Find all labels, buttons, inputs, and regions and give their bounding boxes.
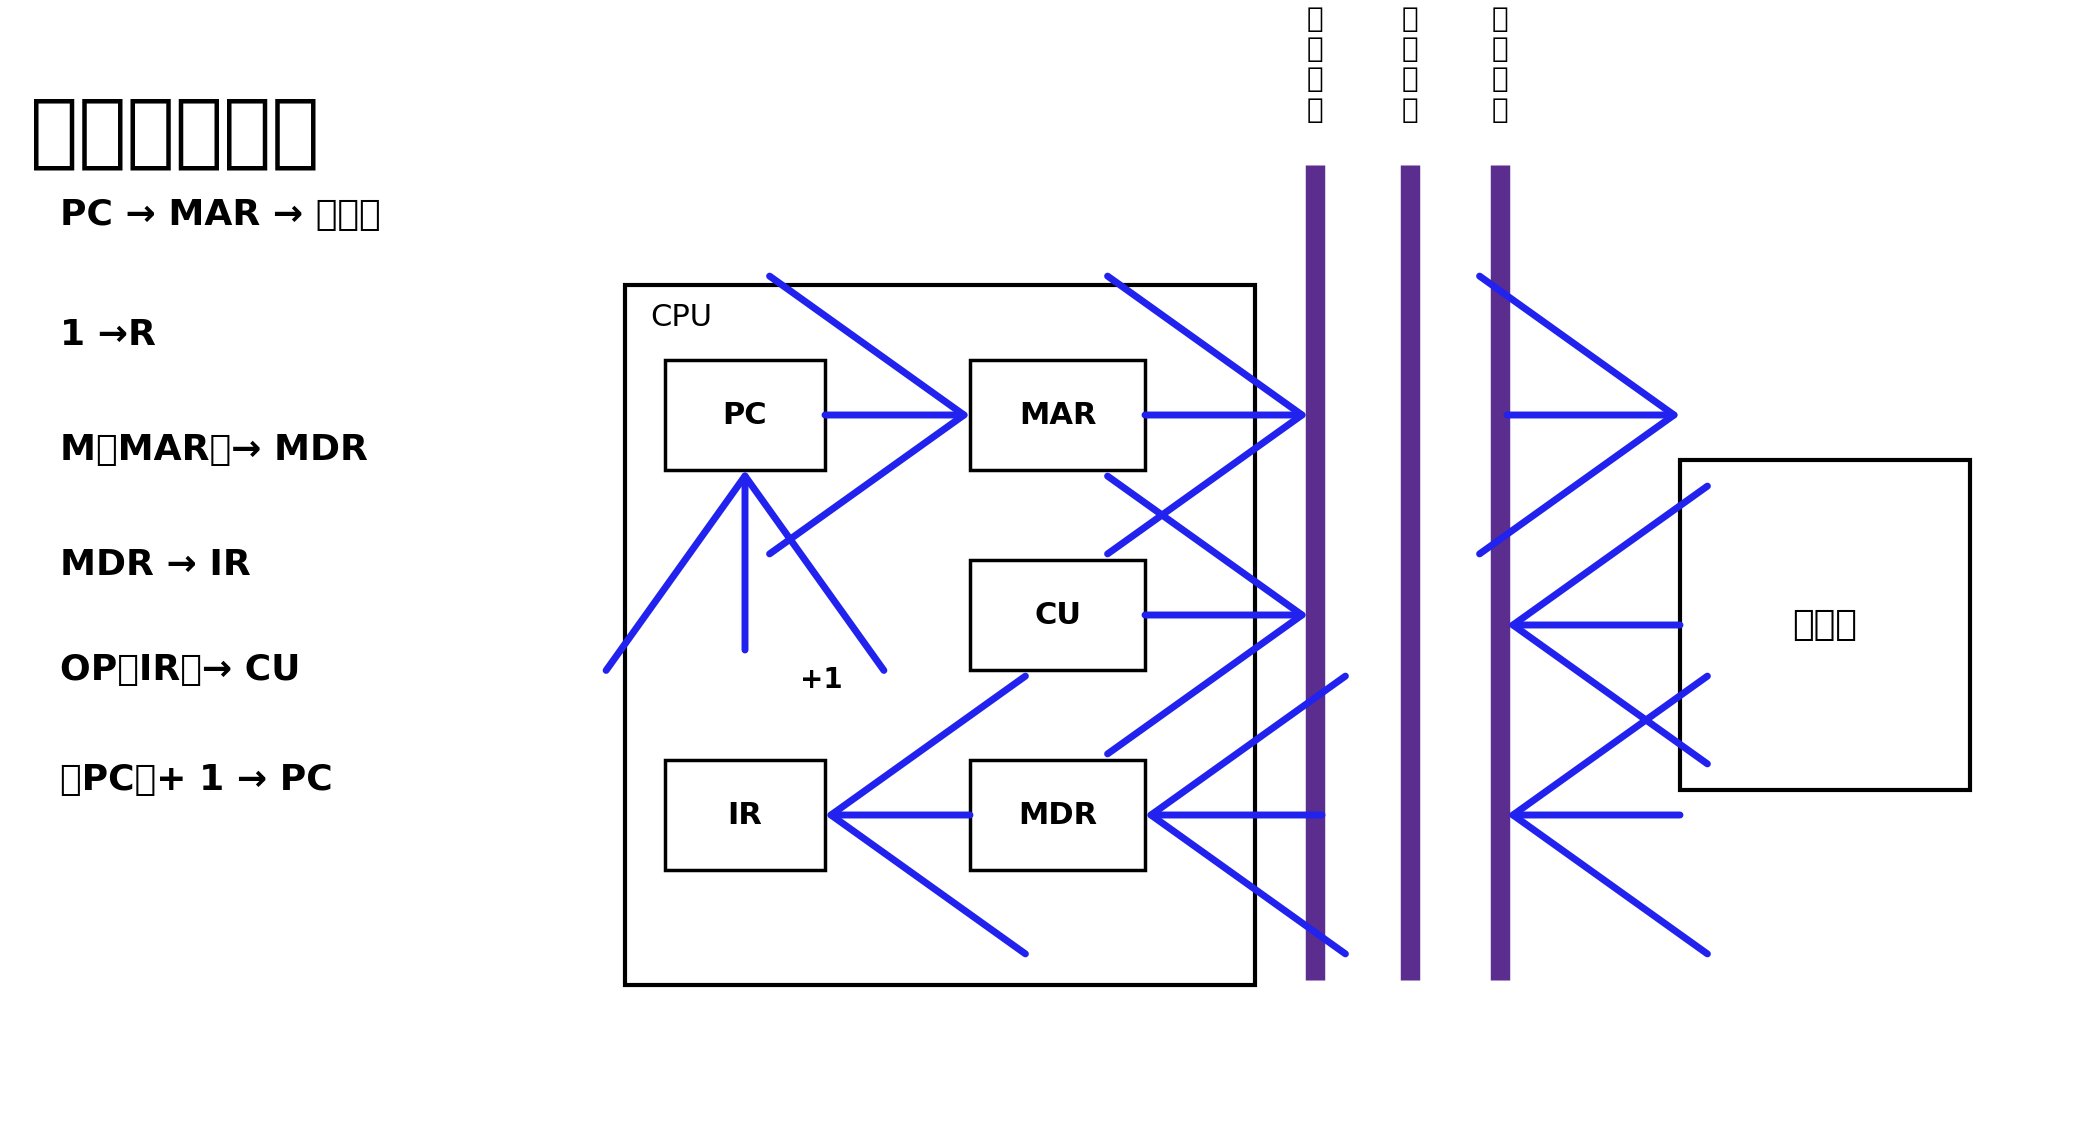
Text: CU: CU [1034,601,1081,629]
Text: 存储器: 存储器 [1792,608,1857,642]
Text: PC: PC [722,401,766,429]
Text: OP（IR）→ CU: OP（IR）→ CU [61,653,302,687]
Text: MDR → IR: MDR → IR [61,548,251,582]
Text: 1 →R: 1 →R [61,317,155,352]
Text: 控
制
总
线: 控 制 总 线 [1491,5,1508,123]
Bar [970,360,1145,471]
Text: 数
据
总
线: 数 据 总 线 [1401,5,1418,123]
Bar [666,360,825,471]
Bar [666,759,825,870]
Bar [970,560,1145,670]
Text: M（MAR）→ MDR: M（MAR）→ MDR [61,433,369,467]
Text: IR: IR [727,801,762,829]
Text: CPU: CPU [649,303,712,332]
Bar [624,286,1254,986]
Text: MDR: MDR [1018,801,1097,829]
Bar [970,759,1145,870]
Text: （PC）+ 1 → PC: （PC）+ 1 → PC [61,763,333,797]
Text: PC → MAR → 地址线: PC → MAR → 地址线 [61,198,381,232]
Text: MAR: MAR [1020,401,1097,429]
Text: +1: +1 [800,666,842,694]
Text: 地
址
总
线: 地 址 总 线 [1307,5,1323,123]
Text: 一、取指周期: 一、取指周期 [29,95,320,172]
Bar [1679,460,1970,790]
